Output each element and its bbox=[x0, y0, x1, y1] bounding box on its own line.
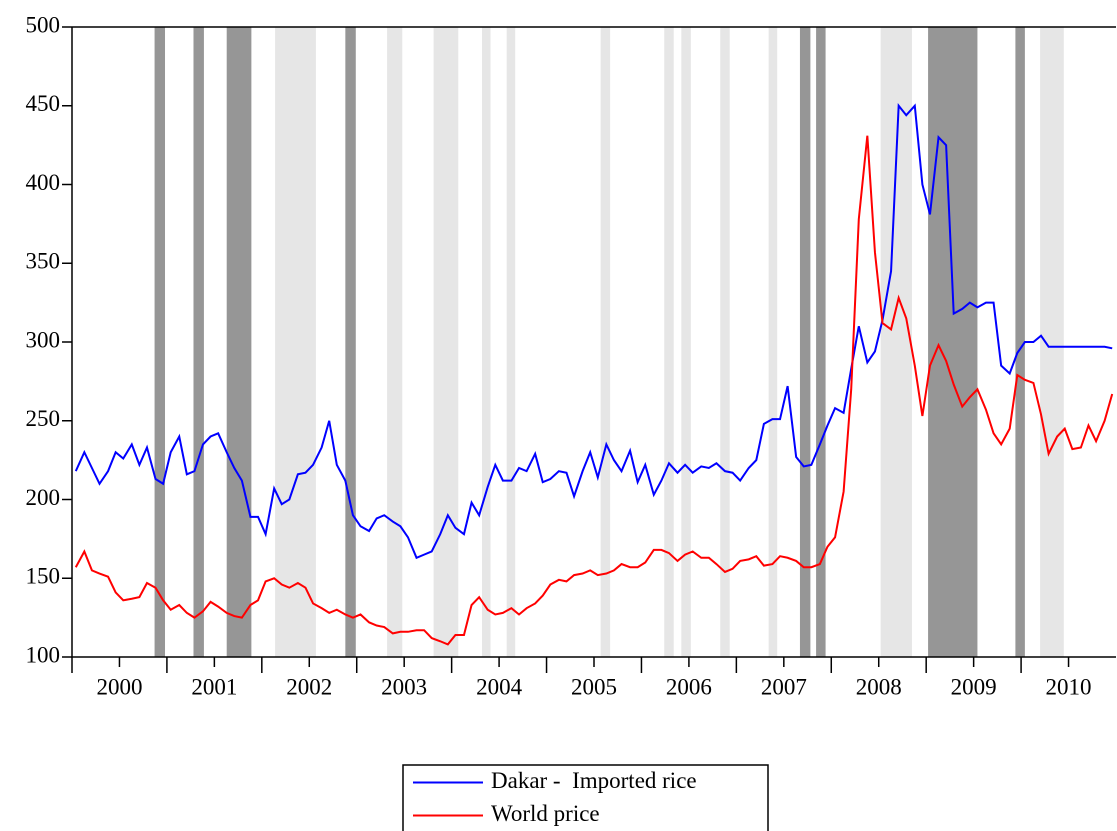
shaded-band bbox=[799, 27, 811, 657]
shaded-band bbox=[600, 27, 611, 657]
shaded-band bbox=[506, 27, 516, 657]
y-tick-label: 100 bbox=[26, 642, 61, 667]
shaded-band bbox=[720, 27, 730, 657]
shaded-band bbox=[681, 27, 691, 657]
x-tick-label: 2003 bbox=[381, 674, 427, 699]
y-tick-label: 500 bbox=[26, 12, 61, 37]
x-tick-label: 2000 bbox=[96, 674, 142, 699]
data-line bbox=[74, 103, 1113, 560]
shaded-band bbox=[664, 27, 674, 657]
x-tick-label: 2007 bbox=[761, 674, 807, 699]
y-tick-label: 400 bbox=[26, 170, 61, 195]
x-tick-label: 2004 bbox=[476, 674, 523, 699]
x-tick-label: 2005 bbox=[571, 674, 617, 699]
shaded-band bbox=[226, 27, 252, 657]
x-tick-label: 2008 bbox=[856, 674, 902, 699]
shaded-band bbox=[193, 27, 204, 657]
shaded-band bbox=[275, 27, 316, 657]
x-tick-label: 2002 bbox=[286, 674, 332, 699]
data-line bbox=[74, 135, 1114, 646]
y-tick-label: 250 bbox=[26, 406, 61, 431]
y-tick-label: 350 bbox=[26, 249, 61, 274]
x-tick-label: 2001 bbox=[191, 674, 237, 699]
y-tick-label: 450 bbox=[26, 91, 61, 116]
shaded-band bbox=[1015, 27, 1025, 657]
axis-frame bbox=[71, 26, 1116, 658]
x-tick-label: 2010 bbox=[1046, 674, 1092, 699]
shaded-band bbox=[928, 27, 978, 657]
legend-label: World price bbox=[491, 801, 600, 826]
shaded-band bbox=[880, 27, 912, 657]
shaded-band bbox=[816, 27, 826, 657]
x-tick-label: 2006 bbox=[666, 674, 712, 699]
shaded-band bbox=[482, 27, 491, 657]
y-tick-label: 300 bbox=[26, 327, 61, 352]
shaded-band bbox=[433, 27, 459, 657]
y-tick-label: 200 bbox=[26, 485, 61, 510]
y-tick-label: 150 bbox=[26, 564, 61, 589]
legend-label: Dakar - Imported rice bbox=[491, 768, 697, 793]
shaded-band bbox=[154, 27, 166, 657]
shaded-band bbox=[387, 27, 403, 657]
shaded-band bbox=[1040, 27, 1064, 657]
x-tick-label: 2009 bbox=[951, 674, 997, 699]
shaded-band bbox=[345, 27, 356, 657]
shaded-band bbox=[768, 27, 778, 657]
legend-box bbox=[402, 764, 769, 831]
